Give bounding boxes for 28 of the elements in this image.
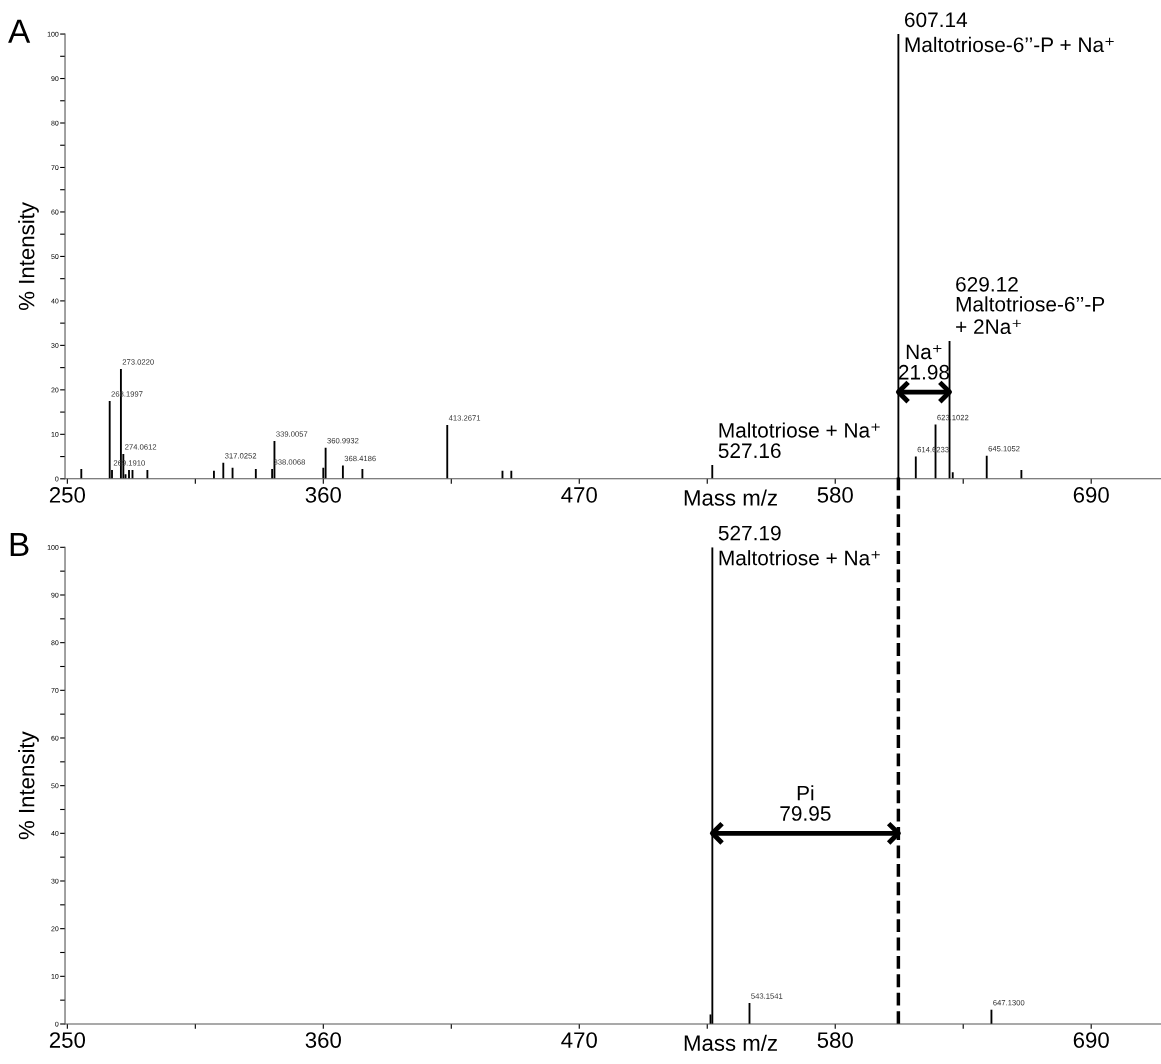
- x-tick-label: 580: [817, 1032, 853, 1048]
- x-tick-label: 690: [1073, 1032, 1109, 1048]
- y-axis-title: % Intensity: [18, 731, 39, 840]
- annotation: 527.16: [718, 443, 781, 459]
- annotation: 21.98: [898, 364, 950, 380]
- x-tick-label: 580: [817, 487, 853, 503]
- annotation: Maltotriose + Na⁺: [719, 422, 880, 438]
- chart-title: A: [8, 19, 31, 43]
- annotation: Pi: [797, 785, 814, 801]
- x-tick-label: 250: [49, 487, 86, 503]
- annotation: Maltotriose-6’’-P + Na⁺: [905, 36, 1114, 53]
- x-tick-label: 360: [305, 1032, 341, 1048]
- x-tick-label: 470: [561, 1032, 597, 1048]
- x-tick-label: 360: [305, 487, 341, 503]
- annotation: 79.95: [780, 806, 831, 821]
- annotation: Na⁺: [906, 344, 942, 360]
- x-tick-label: 690: [1073, 487, 1109, 503]
- annotation: 629.12: [956, 276, 1018, 292]
- x-tick-label: 470: [561, 487, 597, 503]
- x-tick-label: 250: [49, 1032, 86, 1048]
- y-axis-title: % Intensity: [18, 202, 39, 310]
- annotation: Maltotriose-6’’-P + 2Na⁺: [956, 296, 1105, 335]
- x-axis-title: Mass m/z: [684, 1034, 777, 1051]
- annotation: 607.14: [905, 12, 968, 28]
- annotation: Maltotriose + Na⁺: [719, 550, 880, 566]
- chart-title: B: [10, 533, 29, 556]
- annotation: 527.19: [718, 525, 781, 541]
- x-axis-title: Mass m/z: [684, 489, 777, 506]
